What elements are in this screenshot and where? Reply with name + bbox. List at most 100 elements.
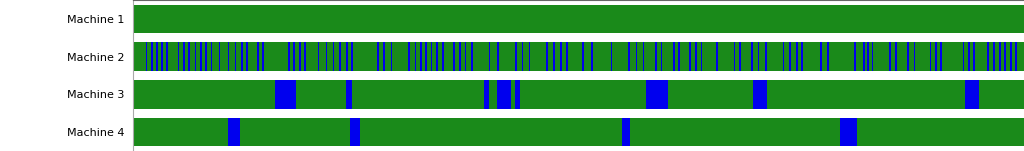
Bar — [695, 42, 697, 71]
Bar — [547, 42, 548, 71]
Bar — [166, 42, 168, 71]
Bar — [145, 42, 147, 71]
Bar — [339, 42, 341, 71]
Bar — [636, 42, 637, 71]
Bar — [895, 42, 897, 71]
Bar — [907, 42, 909, 71]
Bar — [161, 42, 163, 71]
Bar — [1015, 42, 1017, 71]
Bar — [409, 42, 411, 71]
Bar — [1010, 42, 1012, 71]
Bar — [930, 42, 932, 71]
Bar — [841, 118, 857, 146]
Bar — [346, 42, 348, 71]
Bar — [234, 42, 237, 71]
Bar — [304, 42, 306, 71]
Bar — [211, 42, 212, 71]
Bar — [796, 42, 798, 71]
Bar — [157, 42, 158, 71]
Bar — [999, 42, 1000, 71]
Bar — [488, 42, 490, 71]
Bar — [294, 42, 295, 71]
Bar — [377, 42, 379, 71]
Bar — [262, 42, 264, 71]
Bar — [782, 42, 784, 71]
Bar — [515, 80, 520, 109]
Bar — [1005, 42, 1007, 71]
Bar — [913, 42, 915, 71]
Bar — [188, 42, 190, 71]
Bar — [299, 42, 301, 71]
Bar — [133, 5, 1024, 33]
Bar — [257, 42, 259, 71]
Bar — [660, 42, 663, 71]
Bar — [673, 42, 675, 71]
Bar — [528, 42, 530, 71]
Bar — [241, 42, 243, 71]
Bar — [758, 42, 760, 71]
Bar — [227, 118, 240, 146]
Bar — [515, 42, 517, 71]
Bar — [465, 42, 466, 71]
Bar — [390, 42, 392, 71]
Bar — [205, 42, 207, 71]
Bar — [629, 42, 630, 71]
Bar — [788, 42, 791, 71]
Bar — [854, 42, 856, 71]
Bar — [765, 42, 767, 71]
Bar — [346, 80, 352, 109]
Bar — [453, 42, 455, 71]
Bar — [655, 42, 657, 71]
Bar — [415, 42, 417, 71]
Bar — [431, 42, 432, 71]
Bar — [827, 42, 828, 71]
Bar — [867, 42, 869, 71]
Bar — [425, 42, 427, 71]
Bar — [183, 42, 184, 71]
Bar — [471, 42, 472, 71]
Bar — [195, 42, 197, 71]
Bar — [498, 42, 500, 71]
Bar — [643, 42, 644, 71]
Bar — [801, 42, 803, 71]
Bar — [993, 42, 994, 71]
Bar — [383, 42, 385, 71]
Bar — [963, 42, 965, 71]
Bar — [966, 80, 979, 109]
Bar — [288, 42, 290, 71]
Bar — [752, 42, 754, 71]
Bar — [333, 42, 335, 71]
Bar — [498, 80, 511, 109]
Bar — [350, 118, 360, 146]
Bar — [178, 42, 179, 71]
Bar — [689, 42, 691, 71]
Bar — [890, 42, 891, 71]
Bar — [863, 42, 864, 71]
Bar — [820, 42, 822, 71]
Bar — [623, 118, 630, 146]
Bar — [200, 42, 202, 71]
Bar — [553, 42, 555, 71]
Bar — [442, 42, 444, 71]
Bar — [326, 42, 328, 71]
Bar — [459, 42, 461, 71]
Bar — [968, 42, 970, 71]
Bar — [133, 118, 1024, 146]
Bar — [610, 42, 612, 71]
Bar — [973, 42, 975, 71]
Bar — [227, 42, 229, 71]
Bar — [700, 42, 702, 71]
Bar — [274, 80, 296, 109]
Bar — [678, 42, 680, 71]
Bar — [484, 80, 488, 109]
Bar — [560, 42, 561, 71]
Bar — [521, 42, 523, 71]
Bar — [733, 42, 735, 71]
Bar — [716, 42, 718, 71]
Bar — [646, 80, 668, 109]
Bar — [133, 80, 1024, 109]
Bar — [940, 42, 942, 71]
Bar — [420, 42, 422, 71]
Bar — [246, 42, 248, 71]
Bar — [871, 42, 873, 71]
